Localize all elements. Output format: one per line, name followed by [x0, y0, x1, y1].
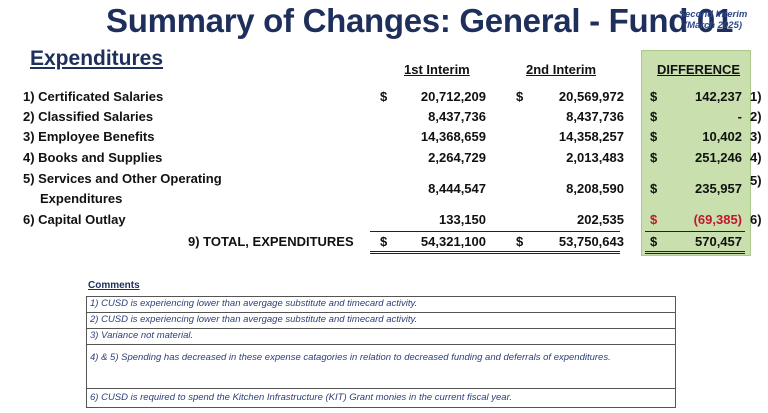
table-row: 6) Capital Outlay 133,150 202,535 $ (69,… [0, 212, 768, 232]
first-interim-value: 8,444,547 [428, 181, 486, 196]
total-difference: 570,457 [695, 234, 742, 249]
second-interim-value: 8,437,736 [566, 109, 624, 124]
total-double-rule [645, 251, 745, 254]
first-interim-value: 8,437,736 [428, 109, 486, 124]
page-title: Summary of Changes: General - Fund 01 [106, 2, 734, 39]
total-rule-top [645, 231, 745, 232]
comment-item: 6) CUSD is required to spend the Kitchen… [90, 392, 513, 403]
second-interim-value: 20,569,972 [558, 89, 624, 104]
total-second-interim: 53,750,643 [558, 234, 624, 249]
second-interim-value: 14,358,257 [558, 129, 624, 144]
difference-value: 251,246 [695, 150, 742, 165]
total-rule-top [370, 231, 620, 232]
row-marker: 6) [750, 212, 762, 227]
currency-sign: $ [650, 181, 658, 196]
row-label: 3) Employee Benefits [23, 129, 155, 144]
first-interim-value: 133,150 [439, 212, 486, 227]
difference-value: - [737, 109, 742, 124]
row-label: 4) Books and Supplies [23, 150, 163, 165]
table-row: 5) Services and Other Operating Expendit… [0, 171, 768, 211]
row-label: 1) Certificated Salaries [23, 89, 164, 104]
first-interim-value: 14,368,659 [420, 129, 486, 144]
comments-heading: Comments [88, 280, 140, 291]
row-label: 2) Classified Salaries [23, 109, 154, 124]
row-label-continuation: Expenditures [40, 191, 123, 206]
first-interim-value: 20,712,209 [420, 89, 486, 104]
row-marker: 1) [750, 89, 762, 104]
currency-sign: $ [380, 89, 388, 104]
total-label: 9) TOTAL, EXPENDITURES [188, 234, 354, 249]
column-header-first-interim: 1st Interim [404, 62, 470, 77]
column-header-difference: DIFFERENCE [657, 62, 741, 77]
second-interim-value: 2,013,483 [566, 150, 624, 165]
column-header-second-interim: 2nd Interim [526, 62, 597, 77]
row-marker: 3) [750, 129, 762, 144]
difference-column-highlight [641, 50, 751, 256]
difference-value: 142,237 [695, 89, 742, 104]
total-row: 9) TOTAL, EXPENDITURES $ 54,321,100 $ 53… [0, 234, 768, 254]
comment-item: 2) CUSD is experiencing lower than averg… [87, 313, 675, 329]
currency-sign: $ [650, 89, 658, 104]
difference-value: 10,402 [702, 129, 742, 144]
currency-sign: $ [380, 234, 388, 249]
second-interim-value: 202,535 [577, 212, 624, 227]
currency-sign: $ [650, 234, 658, 249]
interim-period-label: Second Interim [678, 9, 748, 20]
table-row: 3) Employee Benefits 14,368,659 14,358,2… [0, 129, 768, 149]
section-heading-expenditures: Expenditures [30, 47, 164, 70]
comment-item: 3) Variance not material. [87, 329, 675, 345]
row-marker: 5) [750, 173, 762, 188]
comment-item: 1) CUSD is experiencing lower than averg… [87, 297, 675, 313]
row-marker: 2) [750, 109, 762, 124]
row-label: 5) Services and Other Operating [23, 171, 222, 186]
comment-item: 4) & 5) Spending has decreased in these … [87, 345, 675, 389]
row-label: 6) Capital Outlay [23, 212, 126, 227]
difference-value: 235,957 [695, 181, 742, 196]
comments-box: 1) CUSD is experiencing lower than averg… [86, 296, 676, 408]
interim-period-note: Second Interim (March 2025) [668, 9, 758, 31]
currency-sign: $ [650, 150, 658, 165]
table-row: 1) Certificated Salaries $ 20,712,209 $ … [0, 89, 768, 109]
table-row: 4) Books and Supplies 2,264,729 2,013,48… [0, 150, 768, 170]
currency-sign: $ [650, 129, 658, 144]
table-row: 2) Classified Salaries 8,437,736 8,437,7… [0, 109, 768, 129]
total-first-interim: 54,321,100 [420, 234, 486, 249]
total-double-rule [370, 251, 620, 254]
currency-sign: $ [516, 89, 524, 104]
currency-sign: $ [516, 234, 524, 249]
row-marker: 4) [750, 150, 762, 165]
currency-sign: $ [650, 109, 658, 124]
first-interim-value: 2,264,729 [428, 150, 486, 165]
currency-sign: $ [650, 212, 658, 227]
second-interim-value: 8,208,590 [566, 181, 624, 196]
difference-value-negative: (69,385) [693, 212, 742, 227]
interim-period-date: (March 2025) [683, 20, 743, 31]
